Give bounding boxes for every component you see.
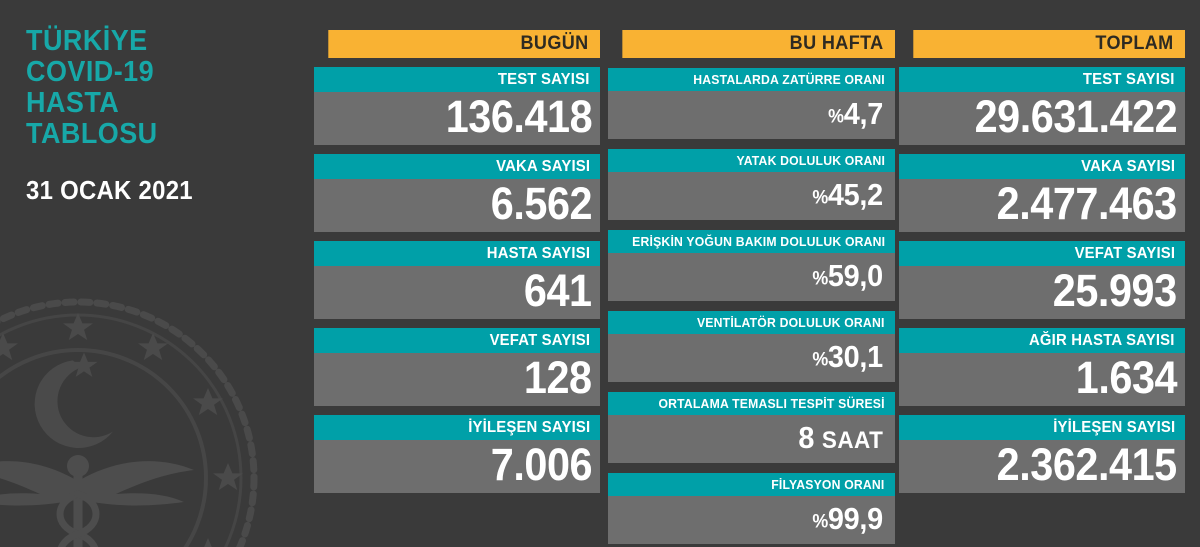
stat-label: HASTA SAYISI xyxy=(314,241,600,266)
ministry-of-health-emblem-watermark xyxy=(0,288,268,547)
stat-value: 6.562 xyxy=(314,179,600,232)
stat-total-vaka-sayisi: VAKA SAYISI 2.477.463 xyxy=(899,154,1185,232)
stat-value: 1.634 xyxy=(899,353,1185,406)
stat-value: 8 SAAT xyxy=(608,415,895,463)
column-this-week: BU HAFTA HASTALARDA ZATÜRRE ORANI %4,7 Y… xyxy=(608,30,895,544)
stat-label: VEFAT SAYISI xyxy=(899,241,1185,266)
stat-value: 29.631.422 xyxy=(899,92,1185,145)
stat-value: 2.477.463 xyxy=(899,179,1185,232)
stat-label: ORTALAMA TEMASLI TESPİT SÜRESİ xyxy=(608,392,895,415)
stat-value: 2.362.415 xyxy=(899,440,1185,493)
stat-week-ortalama-temasli-tespit-suresi: ORTALAMA TEMASLI TESPİT SÜRESİ 8 SAAT xyxy=(608,392,895,463)
stat-label: TEST SAYISI xyxy=(314,67,600,92)
stat-value: 641 xyxy=(314,266,600,319)
stat-label: ERİŞKİN YOĞUN BAKIM DOLULUK ORANI xyxy=(608,230,895,253)
title-line-1: TÜRKİYE xyxy=(26,25,148,57)
stat-week-ventilator-doluluk-orani: VENTİLATÖR DOLULUK ORANI %30,1 xyxy=(608,311,895,382)
column-header-this-week: BU HAFTA xyxy=(622,30,895,58)
stat-label: FİLYASYON ORANI xyxy=(608,473,895,496)
column-header-today: BUGÜN xyxy=(328,30,600,58)
stat-label: YATAK DOLULUK ORANI xyxy=(608,149,895,172)
stat-label: VAKA SAYISI xyxy=(899,154,1185,179)
stat-today-hasta-sayisi: HASTA SAYISI 641 xyxy=(314,241,600,319)
stat-value: %59,0 xyxy=(608,253,895,301)
title-line-4: TABLOSU xyxy=(26,118,158,150)
title-line-3: HASTA xyxy=(26,87,120,119)
stat-week-eriskin-yogun-bakim-doluluk-orani: ERİŞKİN YOĞUN BAKIM DOLULUK ORANI %59,0 xyxy=(608,230,895,301)
stat-label: VAKA SAYISI xyxy=(314,154,600,179)
stat-total-iyilesen-sayisi: İYİLEŞEN SAYISI 2.362.415 xyxy=(899,415,1185,493)
stat-total-vefat-sayisi: VEFAT SAYISI 25.993 xyxy=(899,241,1185,319)
stat-value: 7.006 xyxy=(314,440,600,493)
column-today: BUGÜN TEST SAYISI 136.418 VAKA SAYISI 6.… xyxy=(314,30,600,493)
stat-value: 128 xyxy=(314,353,600,406)
stat-label: İYİLEŞEN SAYISI xyxy=(899,415,1185,440)
stat-label: AĞIR HASTA SAYISI xyxy=(899,328,1185,353)
stat-week-zaturre-orani: HASTALARDA ZATÜRRE ORANI %4,7 xyxy=(608,68,895,139)
stat-today-iyilesen-sayisi: İYİLEŞEN SAYISI 7.006 xyxy=(314,415,600,493)
report-date: 31 OCAK 2021 xyxy=(26,175,193,205)
stat-today-vefat-sayisi: VEFAT SAYISI 128 xyxy=(314,328,600,406)
stat-total-agir-hasta-sayisi: AĞIR HASTA SAYISI 1.634 xyxy=(899,328,1185,406)
stat-value: 136.418 xyxy=(314,92,600,145)
page-title: TÜRKİYE COVID-19 HASTA TABLOSU 31 OCAK 2… xyxy=(26,25,296,205)
stat-value: %4,7 xyxy=(608,91,895,139)
stat-week-yatak-doluluk-orani: YATAK DOLULUK ORANI %45,2 xyxy=(608,149,895,220)
stat-label: VENTİLATÖR DOLULUK ORANI xyxy=(608,311,895,334)
stat-value: 25.993 xyxy=(899,266,1185,319)
stat-label: HASTALARDA ZATÜRRE ORANI xyxy=(608,68,895,91)
stat-value: %30,1 xyxy=(608,334,895,382)
stat-value: %99,9 xyxy=(608,496,895,544)
stat-total-test-sayisi: TEST SAYISI 29.631.422 xyxy=(899,67,1185,145)
stat-today-vaka-sayisi: VAKA SAYISI 6.562 xyxy=(314,154,600,232)
stat-label: VEFAT SAYISI xyxy=(314,328,600,353)
column-total: TOPLAM TEST SAYISI 29.631.422 VAKA SAYIS… xyxy=(899,30,1185,493)
stat-label: TEST SAYISI xyxy=(899,67,1185,92)
stat-value: %45,2 xyxy=(608,172,895,220)
title-line-2: COVID-19 xyxy=(26,56,155,88)
stat-week-filyasyon-orani: FİLYASYON ORANI %99,9 xyxy=(608,473,895,544)
stat-label: İYİLEŞEN SAYISI xyxy=(314,415,600,440)
column-header-total: TOPLAM xyxy=(913,30,1185,58)
stat-today-test-sayisi: TEST SAYISI 136.418 xyxy=(314,67,600,145)
